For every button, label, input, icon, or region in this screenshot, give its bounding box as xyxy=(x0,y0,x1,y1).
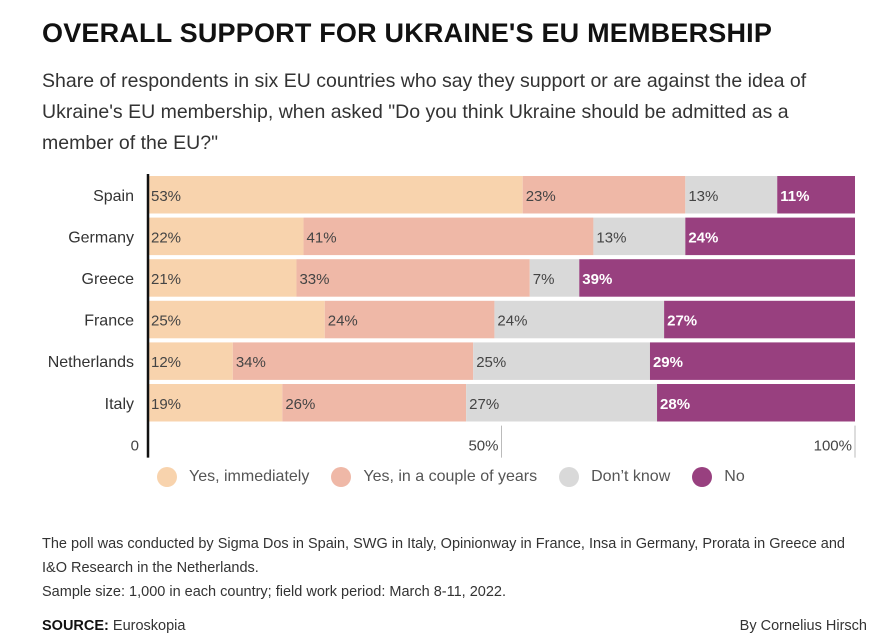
chart-subtitle: Share of respondents in six EU countries… xyxy=(42,70,807,154)
legend-label: Yes, in a couple of years xyxy=(363,468,538,485)
bar-value-label: 34% xyxy=(236,354,266,371)
notes-sample-size: Sample size: 1,000 in each country; fiel… xyxy=(42,584,506,600)
bar-segment xyxy=(529,259,580,297)
category-label: Italy xyxy=(105,396,134,413)
bar-segment xyxy=(296,259,530,297)
bar-segment xyxy=(685,217,855,256)
legend-label: No xyxy=(724,468,745,485)
chart-legend: Yes, immediately Yes, in a couple of year… xyxy=(157,464,767,490)
chart-title: OVERALL SUPPORT FOR UKRAINE'S EU MEMBERS… xyxy=(42,18,773,48)
bar-segment xyxy=(593,217,686,256)
bar-value-label: 22% xyxy=(151,229,181,246)
bar-segment xyxy=(148,259,297,297)
bar-segment xyxy=(232,342,474,380)
category-label: France xyxy=(84,313,134,330)
bar-value-label: 13% xyxy=(688,188,718,205)
bar-value-label: 21% xyxy=(151,271,181,288)
bar-segment xyxy=(282,384,467,422)
legend-swatch xyxy=(559,467,580,487)
bar-value-label: 53% xyxy=(151,188,181,205)
source-credit: SOURCE: Euroskopia xyxy=(42,618,185,634)
bar-value-label: 25% xyxy=(151,313,181,330)
category-label: Netherlands xyxy=(48,354,134,371)
bar-segment xyxy=(466,384,658,422)
methodology-notes: The poll was conducted by Sigma Dos in S… xyxy=(42,532,852,604)
source-label: SOURCE: xyxy=(42,618,109,634)
bar-value-label: 24% xyxy=(497,313,527,330)
bar-segment xyxy=(148,384,283,422)
bar-value-label: 12% xyxy=(151,354,181,371)
legend-swatch xyxy=(157,467,177,487)
legend-swatch xyxy=(331,467,352,487)
category-label: Greece xyxy=(82,271,135,288)
bar-segment xyxy=(685,176,778,214)
bar-value-label: 29% xyxy=(653,354,683,371)
bar-segment xyxy=(777,176,855,214)
bar-segment xyxy=(664,300,855,339)
bar-value-label: 13% xyxy=(596,229,626,246)
x-tick-label: 100% xyxy=(814,438,852,455)
bar-value-label: 27% xyxy=(469,396,499,413)
legend-item: Yes, in a couple of years xyxy=(331,467,537,487)
bar-segment xyxy=(494,300,665,339)
bar-value-label: 7% xyxy=(533,271,555,288)
bar-segment xyxy=(324,300,495,339)
stacked-bar-chart: Spain 53% 23% 13% 11% Germany 22% 41% 13% 24% Gree… xyxy=(48,174,856,458)
category-label: Germany xyxy=(68,229,134,246)
legend-swatch xyxy=(692,467,713,487)
bar-value-label: 39% xyxy=(582,271,612,288)
legend-item: Yes, immediately xyxy=(157,467,309,487)
notes-poll-description: The poll was conducted by Sigma Dos in S… xyxy=(42,536,845,576)
legend-label: Don’t know xyxy=(591,468,671,485)
x-tick-label: 0 xyxy=(131,438,139,455)
author-byline: By Cornelius Hirsch xyxy=(739,618,867,634)
bar-segment xyxy=(657,384,855,422)
bar-value-label: 24% xyxy=(328,313,358,330)
bar-value-label: 26% xyxy=(285,396,315,413)
bar-value-label: 24% xyxy=(688,229,718,246)
bar-value-label: 25% xyxy=(476,354,506,371)
source-value: Euroskopia xyxy=(108,618,186,634)
category-label: Spain xyxy=(93,188,134,205)
bar-value-label: 41% xyxy=(307,229,337,246)
bar-segment xyxy=(148,342,233,380)
bar-segment xyxy=(522,176,686,214)
bar-value-label: 27% xyxy=(667,313,697,330)
bar-value-label: 11% xyxy=(780,188,809,205)
bar-segment xyxy=(303,217,594,256)
legend-label: Yes, immediately xyxy=(189,468,310,485)
bar-segment xyxy=(148,217,304,256)
bar-segment xyxy=(148,300,325,339)
bar-value-label: 23% xyxy=(526,188,556,205)
bar-value-label: 19% xyxy=(151,396,181,413)
bar-segment xyxy=(649,342,855,380)
legend-item: Don’t know xyxy=(559,467,670,487)
x-tick-label: 50% xyxy=(468,438,498,455)
bar-segment xyxy=(579,259,855,297)
bar-segment xyxy=(148,176,523,214)
legend-item: No xyxy=(692,467,745,487)
bar-segment xyxy=(473,342,650,380)
bar-value-label: 33% xyxy=(299,271,329,288)
bar-value-label: 28% xyxy=(660,396,690,413)
